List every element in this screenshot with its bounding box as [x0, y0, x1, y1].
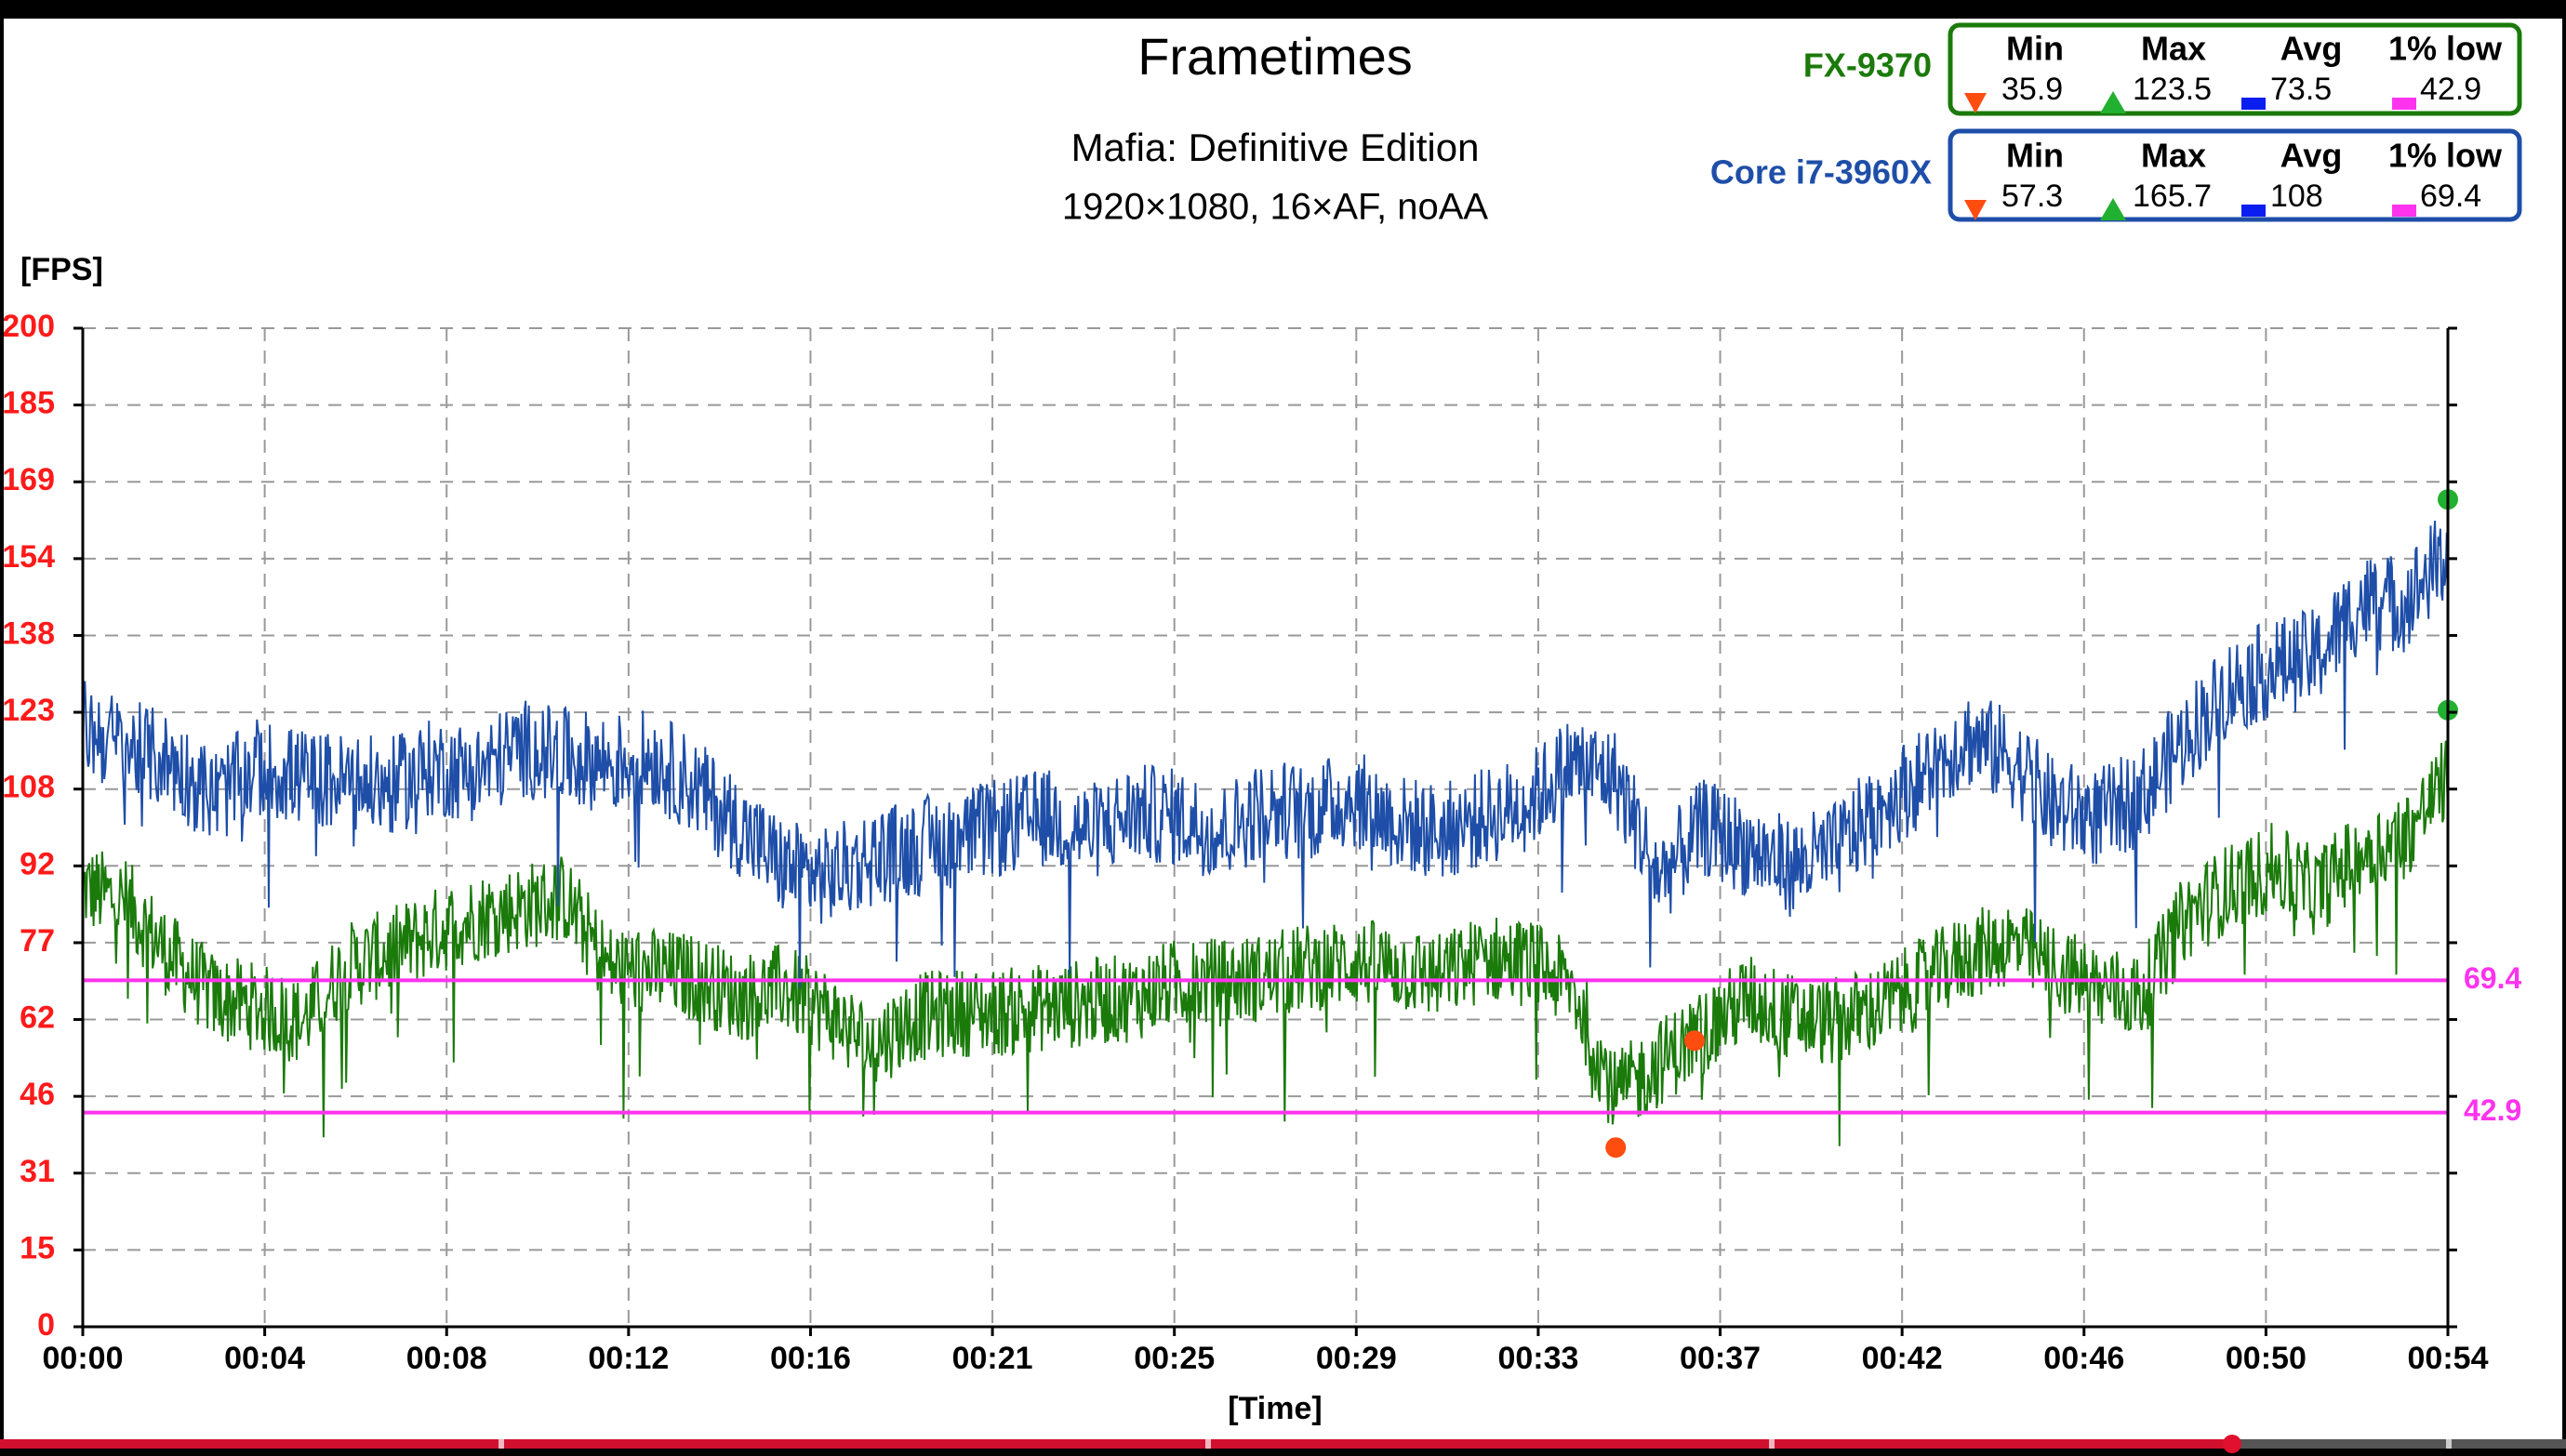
chapter-divider: [1769, 1439, 1775, 1449]
reference-lines: 69.4 42.9: [83, 961, 2521, 1127]
scrubber-handle[interactable]: [2223, 1435, 2242, 1453]
legend-box: [1948, 22, 2522, 116]
x-tick-label: 00:21: [952, 1341, 1033, 1376]
y-tick-label: 15: [20, 1230, 55, 1265]
legend-max-value: 165.7: [2133, 179, 2212, 214]
reference-line-label: 69.4: [2464, 961, 2521, 995]
x-tick-label: 00:29: [1316, 1341, 1397, 1376]
min-triangle-icon: [1964, 93, 1987, 113]
legend-min-value: 35.9: [2001, 72, 2063, 107]
chart-title: Frametimes: [1137, 27, 1413, 86]
x-tick-label: 00:50: [2226, 1341, 2307, 1376]
legend-avg-value: 73.5: [2270, 72, 2332, 107]
reference-line-label: 42.9: [2464, 1093, 2521, 1127]
y-tick-label: 31: [20, 1154, 55, 1189]
x-tick-label: 00:04: [224, 1341, 305, 1376]
x-tick-label: 00:54: [2408, 1341, 2489, 1376]
frametime-chart: Frametimes Mafia: Definitive Edition 192…: [2, 22, 2522, 1426]
avg-square-icon: [2241, 205, 2266, 217]
legend-low-value: 69.4: [2420, 179, 2481, 214]
legend-col-low: 1% low: [2388, 30, 2503, 68]
x-tick-label: 00:00: [43, 1341, 124, 1376]
min-marker: [1684, 1030, 1706, 1052]
x-tick-label: 00:16: [770, 1341, 851, 1376]
legend-low-value: 42.9: [2420, 72, 2481, 107]
x-tick-label: 00:46: [2043, 1341, 2124, 1376]
y-tick-label: 200: [4, 309, 55, 344]
max-triangle-icon: [2100, 198, 2126, 220]
y-tick-label: 92: [20, 846, 55, 881]
legend-avg-value: 108: [2270, 179, 2323, 214]
legend-min-value: 57.3: [2001, 179, 2063, 214]
legend-col-low: 1% low: [2388, 137, 2503, 175]
series-lines: [82, 520, 2449, 1146]
y-tick-label: 123: [4, 693, 55, 728]
chart-settings: 1920×1080, 16×AF, noAA: [1062, 187, 1488, 228]
legend-col-min: Min: [2006, 30, 2064, 68]
y-tick-label: 0: [37, 1307, 55, 1343]
x-tick-label: 00:08: [406, 1341, 487, 1376]
chapter-divider: [499, 1439, 504, 1449]
legend-col-max: Max: [2141, 137, 2206, 175]
legend-col-min: Min: [2006, 137, 2064, 175]
y-tick-label: 108: [4, 770, 55, 805]
y-tick-label: 46: [20, 1077, 55, 1112]
legend-col-avg: Avg: [2280, 30, 2343, 68]
legend-col-avg: Avg: [2280, 137, 2343, 175]
x-tick-label: 00:42: [1862, 1341, 1943, 1376]
y-tick-label: 138: [4, 615, 55, 651]
chart-panel: Frametimes Mafia: Definitive Edition 192…: [2, 19, 2562, 1443]
low-square-icon: [2392, 98, 2416, 110]
progress-fill: [0, 1439, 2233, 1449]
low-square-icon: [2392, 205, 2416, 217]
chart-axes: [73, 326, 2457, 1336]
y-tick-label: 185: [4, 386, 55, 421]
legend-box: [1948, 128, 2522, 222]
y-tick-label: 169: [4, 462, 55, 497]
x-tick-label: 00:25: [1134, 1341, 1215, 1376]
legend-max-value: 123.5: [2133, 72, 2212, 107]
legend-core-i7: Core i7-3960X Min Max Avg 1% low 57.3 16…: [1710, 128, 2522, 222]
y-tick-label: 62: [20, 1000, 55, 1036]
chart-subtitle: Mafia: Definitive Edition: [1071, 126, 1480, 169]
y-tick-label: 154: [4, 539, 55, 575]
extreme-markers: [1605, 489, 2458, 1158]
x-tick-label: 00:37: [1680, 1341, 1761, 1376]
max-triangle-icon: [2100, 91, 2126, 113]
x-tick-label: 00:33: [1497, 1341, 1578, 1376]
y-axis-label: [FPS]: [20, 252, 103, 287]
avg-square-icon: [2241, 98, 2266, 110]
y-tick-label: 77: [20, 923, 55, 959]
min-marker: [1605, 1137, 1627, 1158]
chapter-divider: [2446, 1439, 2452, 1449]
legend-series-name: Core i7-3960X: [1710, 153, 1932, 192]
x-tick-label: 00:12: [588, 1341, 669, 1376]
chapter-divider: [1205, 1439, 1211, 1449]
x-axis-label: [Time]: [1228, 1391, 1322, 1426]
legend-fx9370: FX-9370 Min Max Avg 1% low 35.9 123.5 73…: [1803, 22, 2522, 116]
min-triangle-icon: [1964, 200, 1987, 220]
legend-col-max: Max: [2141, 30, 2206, 68]
series-line-fx9370: [82, 740, 2449, 1146]
video-progress-bar[interactable]: [0, 1435, 2566, 1453]
series-line-core-i7: [82, 520, 2449, 988]
x-tick-labels: 00:00 00:04 00:08 00:12 00:16 00:21 00:25 00:29…: [43, 1341, 2489, 1376]
y-tick-labels: 0 15 31 46 62 77 92 108 123 138 154 169 185 200: [2, 309, 55, 1343]
legend-series-name: FX-9370: [1803, 46, 1932, 85]
